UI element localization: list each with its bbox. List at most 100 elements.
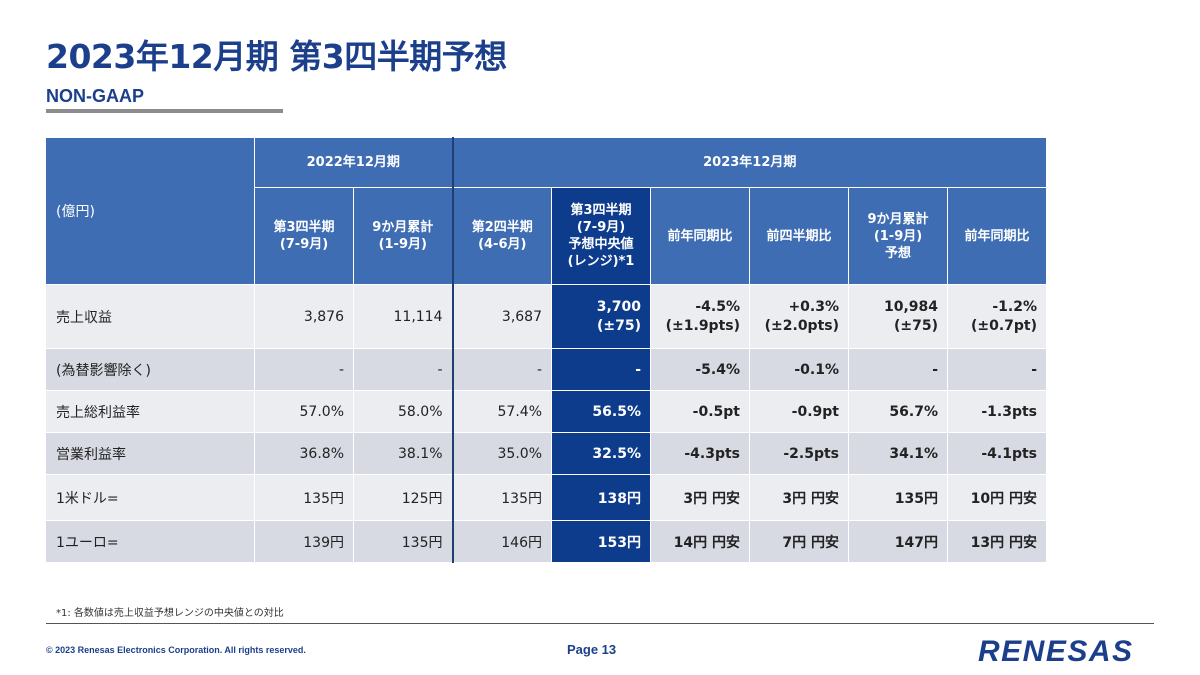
table-cell: 57.0% xyxy=(254,390,354,433)
cell-value: 58.0% xyxy=(398,403,443,420)
column-header: 9か月累計 (1-9月) xyxy=(353,187,454,285)
cell-value: 138円 xyxy=(597,490,641,507)
column-header: 前四半期比 xyxy=(749,187,849,285)
cell-value: 3,687 xyxy=(501,308,542,325)
cell-value: -1.3pts xyxy=(981,403,1037,420)
table-cell: 13円 円安 xyxy=(947,520,1047,563)
row-label: 営業利益率 xyxy=(45,432,255,475)
cell-value: (±75) xyxy=(893,317,938,334)
cell-value: 34.1% xyxy=(889,445,938,462)
table-cell: 56.7% xyxy=(848,390,948,433)
column-header-line: 第2四半期 xyxy=(471,220,533,235)
table-cell: 3円 円安 xyxy=(749,474,849,521)
cell-value: -4.5% xyxy=(695,298,740,315)
table-cell: 135円 xyxy=(452,474,552,521)
table-cell: -2.5pts xyxy=(749,432,849,475)
row-label: 売上総利益率 xyxy=(45,390,255,433)
cell-value: 10円 円安 xyxy=(970,490,1037,507)
column-header: 9か月累計 (1-9月) 予想 xyxy=(848,187,948,285)
cell-value: 135円 xyxy=(303,490,344,507)
cell-value: - xyxy=(536,361,542,378)
group-header-2023: 2023年12月期 xyxy=(452,137,1047,188)
cell-value: -0.5pt xyxy=(692,403,740,420)
cell-value: 3円 円安 xyxy=(782,490,839,507)
table-cell: 147円 xyxy=(848,520,948,563)
cell-value: -4.1pts xyxy=(981,445,1037,462)
table-row: 売上総利益率 57.0% 58.0% 57.4% 56.5% -0.5pt -0.9pt 56… xyxy=(45,390,1047,433)
table-cell: - xyxy=(254,348,354,391)
column-header-line: 前年同期比 xyxy=(667,228,733,244)
table-cell: 58.0% xyxy=(353,390,454,433)
table-row: 営業利益率 36.8% 38.1% 35.0% 32.5% -4.3pts -2.5pts 3… xyxy=(45,432,1047,475)
table-cell: 35.0% xyxy=(452,432,552,475)
row-label: 1米ドル= xyxy=(45,474,255,521)
footnote: *1: 各数値は売上収益予想レンジの中央値との対比 xyxy=(56,608,284,619)
table-row: 1ユーロ= 139円 135円 146円 153円 14円 円安 7円 円安 147円 13円 … xyxy=(45,520,1047,563)
cell-value: 3円 円安 xyxy=(683,490,740,507)
cell-value: (±2.0pts) xyxy=(764,317,839,334)
cell-value: - xyxy=(1031,361,1037,378)
table-cell: 139円 xyxy=(254,520,354,563)
cell-value: -0.9pt xyxy=(791,403,839,420)
column-header-line: 前年同期比 xyxy=(964,228,1030,244)
table-cell: 36.8% xyxy=(254,432,354,475)
column-header-line: 前四半期比 xyxy=(766,228,832,244)
column-header-line: (7-9月) xyxy=(576,220,626,235)
cell-value: 125円 xyxy=(401,490,443,507)
group-header-2022: 2022年12月期 xyxy=(254,137,454,188)
footer-divider xyxy=(46,623,1154,624)
table-cell: -1.2% (±0.7pt) xyxy=(947,284,1047,349)
cell-value: 135円 xyxy=(401,534,443,551)
table-cell: 32.5% xyxy=(551,432,651,475)
table-cell: 10円 円安 xyxy=(947,474,1047,521)
table-cell: 135円 xyxy=(254,474,354,521)
cell-value: (±1.9pts) xyxy=(665,317,740,334)
table-cell: 38.1% xyxy=(353,432,454,475)
table-cell: 146円 xyxy=(452,520,552,563)
cell-value: -4.3pts xyxy=(684,445,740,462)
table-cell: -0.1% xyxy=(749,348,849,391)
cell-value: - xyxy=(932,361,938,378)
unit-label: (億円) xyxy=(45,137,255,285)
cell-value: - xyxy=(635,361,641,378)
row-label: 1ユーロ= xyxy=(45,520,255,563)
forecast-table: (億円) 2022年12月期 2023年12月期 第3四半期 (7-9月) 9か月累… xyxy=(45,137,1047,563)
column-header-line: (7-9月) xyxy=(279,237,329,252)
cell-value: 57.4% xyxy=(497,403,542,420)
table-cell: 125円 xyxy=(353,474,454,521)
table-cell: 135円 xyxy=(353,520,454,563)
cell-value: 56.5% xyxy=(592,403,641,420)
table-cell: -5.4% xyxy=(650,348,750,391)
table-row: 売上収益 3,876 11,114 3,687 3,700 (±75) -4.5% (±1.9… xyxy=(45,284,1047,349)
cell-value: 32.5% xyxy=(592,445,641,462)
table-cell: 153円 xyxy=(551,520,651,563)
table-cell: 57.4% xyxy=(452,390,552,433)
cell-value: 36.8% xyxy=(299,445,344,462)
renesas-logo: RENESAS xyxy=(978,632,1153,672)
cell-value: 135円 xyxy=(501,490,542,507)
cell-value: 38.1% xyxy=(398,445,443,462)
table-row: (為替影響除く) - - - - -5.4% -0.1% - - xyxy=(45,348,1047,391)
cell-value: 14円 円安 xyxy=(673,534,740,551)
table-cell: 3,876 xyxy=(254,284,354,349)
table-cell: - xyxy=(848,348,948,391)
table-cell: 56.5% xyxy=(551,390,651,433)
cell-value: -1.2% xyxy=(992,298,1037,315)
cell-value: 35.0% xyxy=(497,445,542,462)
cell-value: 11,114 xyxy=(393,308,443,325)
cell-value: 7円 円安 xyxy=(782,534,839,551)
column-header-line: (1-9月) xyxy=(873,228,923,244)
cell-value: 135円 xyxy=(894,490,938,507)
row-label: 売上収益 xyxy=(45,284,255,349)
cell-value: 10,984 xyxy=(883,298,938,315)
cell-value: 153円 xyxy=(597,534,641,551)
column-header-line: (レンジ)*1 xyxy=(567,254,635,269)
column-header: 第3四半期 (7-9月) 予想中央値 (レンジ)*1 xyxy=(551,187,651,285)
cell-value: 3,700 xyxy=(596,298,641,315)
cell-value: - xyxy=(437,361,443,378)
cell-value: +0.3% xyxy=(788,298,839,315)
cell-value: 57.0% xyxy=(299,403,344,420)
table-cell: -0.5pt xyxy=(650,390,750,433)
table-cell: - xyxy=(947,348,1047,391)
table-row: 1米ドル= 135円 125円 135円 138円 3円 円安 3円 円安 135円 10円 円… xyxy=(45,474,1047,521)
